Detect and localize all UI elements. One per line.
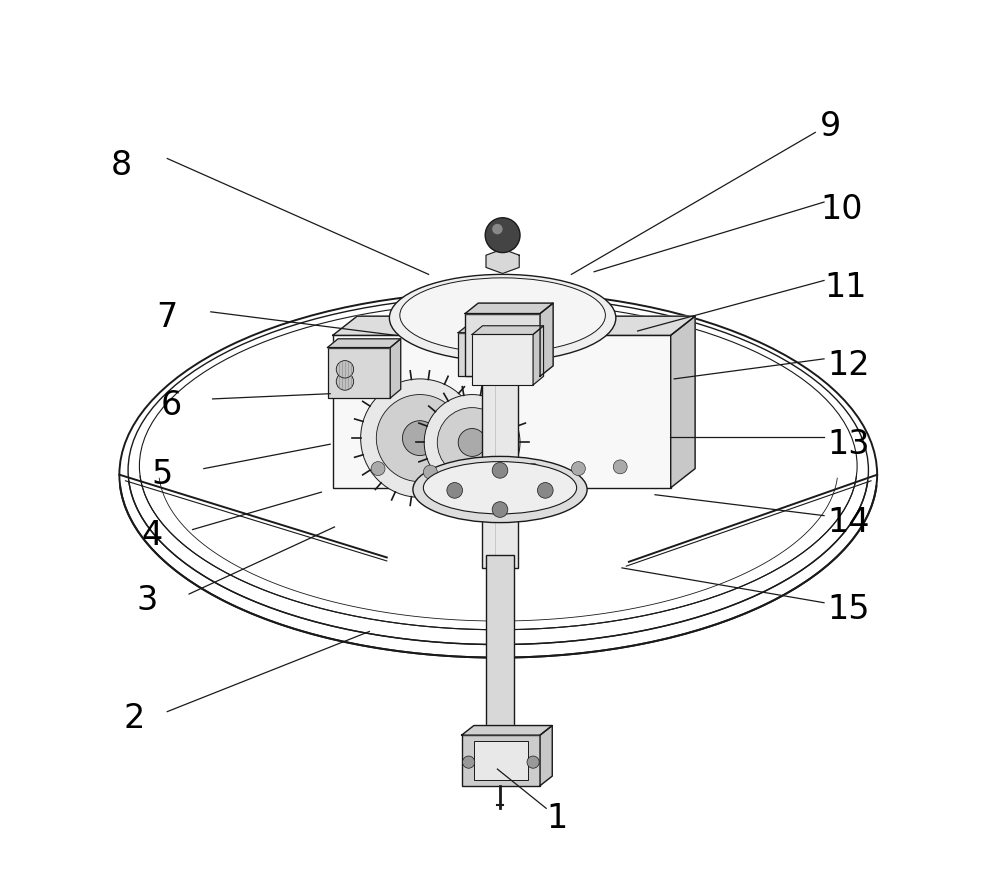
Polygon shape bbox=[486, 249, 519, 273]
Circle shape bbox=[423, 465, 437, 479]
Text: 9: 9 bbox=[820, 110, 842, 143]
Text: 5: 5 bbox=[151, 458, 173, 491]
Ellipse shape bbox=[490, 240, 516, 251]
Circle shape bbox=[613, 460, 627, 474]
Circle shape bbox=[424, 395, 520, 490]
Circle shape bbox=[492, 224, 503, 234]
Circle shape bbox=[485, 218, 520, 253]
Bar bbox=[486, 555, 514, 742]
Text: 12: 12 bbox=[827, 349, 870, 382]
Text: 2: 2 bbox=[123, 702, 145, 735]
Text: 1: 1 bbox=[546, 802, 567, 835]
Bar bbox=[462, 735, 540, 786]
Polygon shape bbox=[540, 726, 552, 786]
Ellipse shape bbox=[413, 456, 587, 523]
Circle shape bbox=[537, 483, 553, 498]
Bar bbox=[474, 741, 528, 780]
Circle shape bbox=[336, 373, 354, 390]
Text: 4: 4 bbox=[141, 519, 162, 552]
Circle shape bbox=[526, 463, 540, 477]
Bar bbox=[482, 363, 518, 568]
Circle shape bbox=[447, 483, 463, 498]
Circle shape bbox=[437, 408, 507, 477]
Circle shape bbox=[376, 395, 463, 482]
Bar bbox=[333, 335, 671, 488]
Bar bbox=[328, 348, 390, 398]
Circle shape bbox=[492, 463, 508, 478]
Polygon shape bbox=[328, 339, 401, 348]
Polygon shape bbox=[462, 726, 552, 735]
Circle shape bbox=[458, 429, 486, 456]
Polygon shape bbox=[333, 316, 695, 335]
Text: 6: 6 bbox=[160, 388, 181, 422]
Polygon shape bbox=[540, 303, 553, 376]
Polygon shape bbox=[533, 326, 544, 385]
Ellipse shape bbox=[400, 278, 605, 353]
Circle shape bbox=[371, 462, 385, 476]
Circle shape bbox=[493, 472, 507, 486]
Circle shape bbox=[402, 421, 437, 456]
Circle shape bbox=[361, 379, 479, 497]
Ellipse shape bbox=[389, 274, 616, 361]
Text: 14: 14 bbox=[827, 506, 870, 539]
Polygon shape bbox=[390, 339, 401, 398]
Circle shape bbox=[571, 462, 585, 476]
Text: 11: 11 bbox=[825, 271, 867, 304]
Bar bbox=[472, 334, 533, 385]
Polygon shape bbox=[465, 303, 553, 314]
Circle shape bbox=[527, 756, 539, 768]
Circle shape bbox=[336, 361, 354, 378]
Polygon shape bbox=[671, 316, 695, 488]
Text: 10: 10 bbox=[820, 192, 863, 226]
Ellipse shape bbox=[423, 462, 577, 514]
Bar bbox=[458, 333, 509, 376]
Bar bbox=[465, 314, 540, 376]
Text: 3: 3 bbox=[137, 584, 158, 618]
Circle shape bbox=[463, 756, 475, 768]
Text: 15: 15 bbox=[827, 593, 870, 626]
Polygon shape bbox=[472, 326, 544, 334]
Polygon shape bbox=[458, 326, 517, 333]
Bar bbox=[497, 233, 508, 254]
Text: 7: 7 bbox=[157, 301, 178, 334]
Text: 8: 8 bbox=[111, 149, 132, 182]
Polygon shape bbox=[509, 326, 517, 376]
Circle shape bbox=[492, 502, 508, 517]
Text: 13: 13 bbox=[827, 428, 870, 461]
